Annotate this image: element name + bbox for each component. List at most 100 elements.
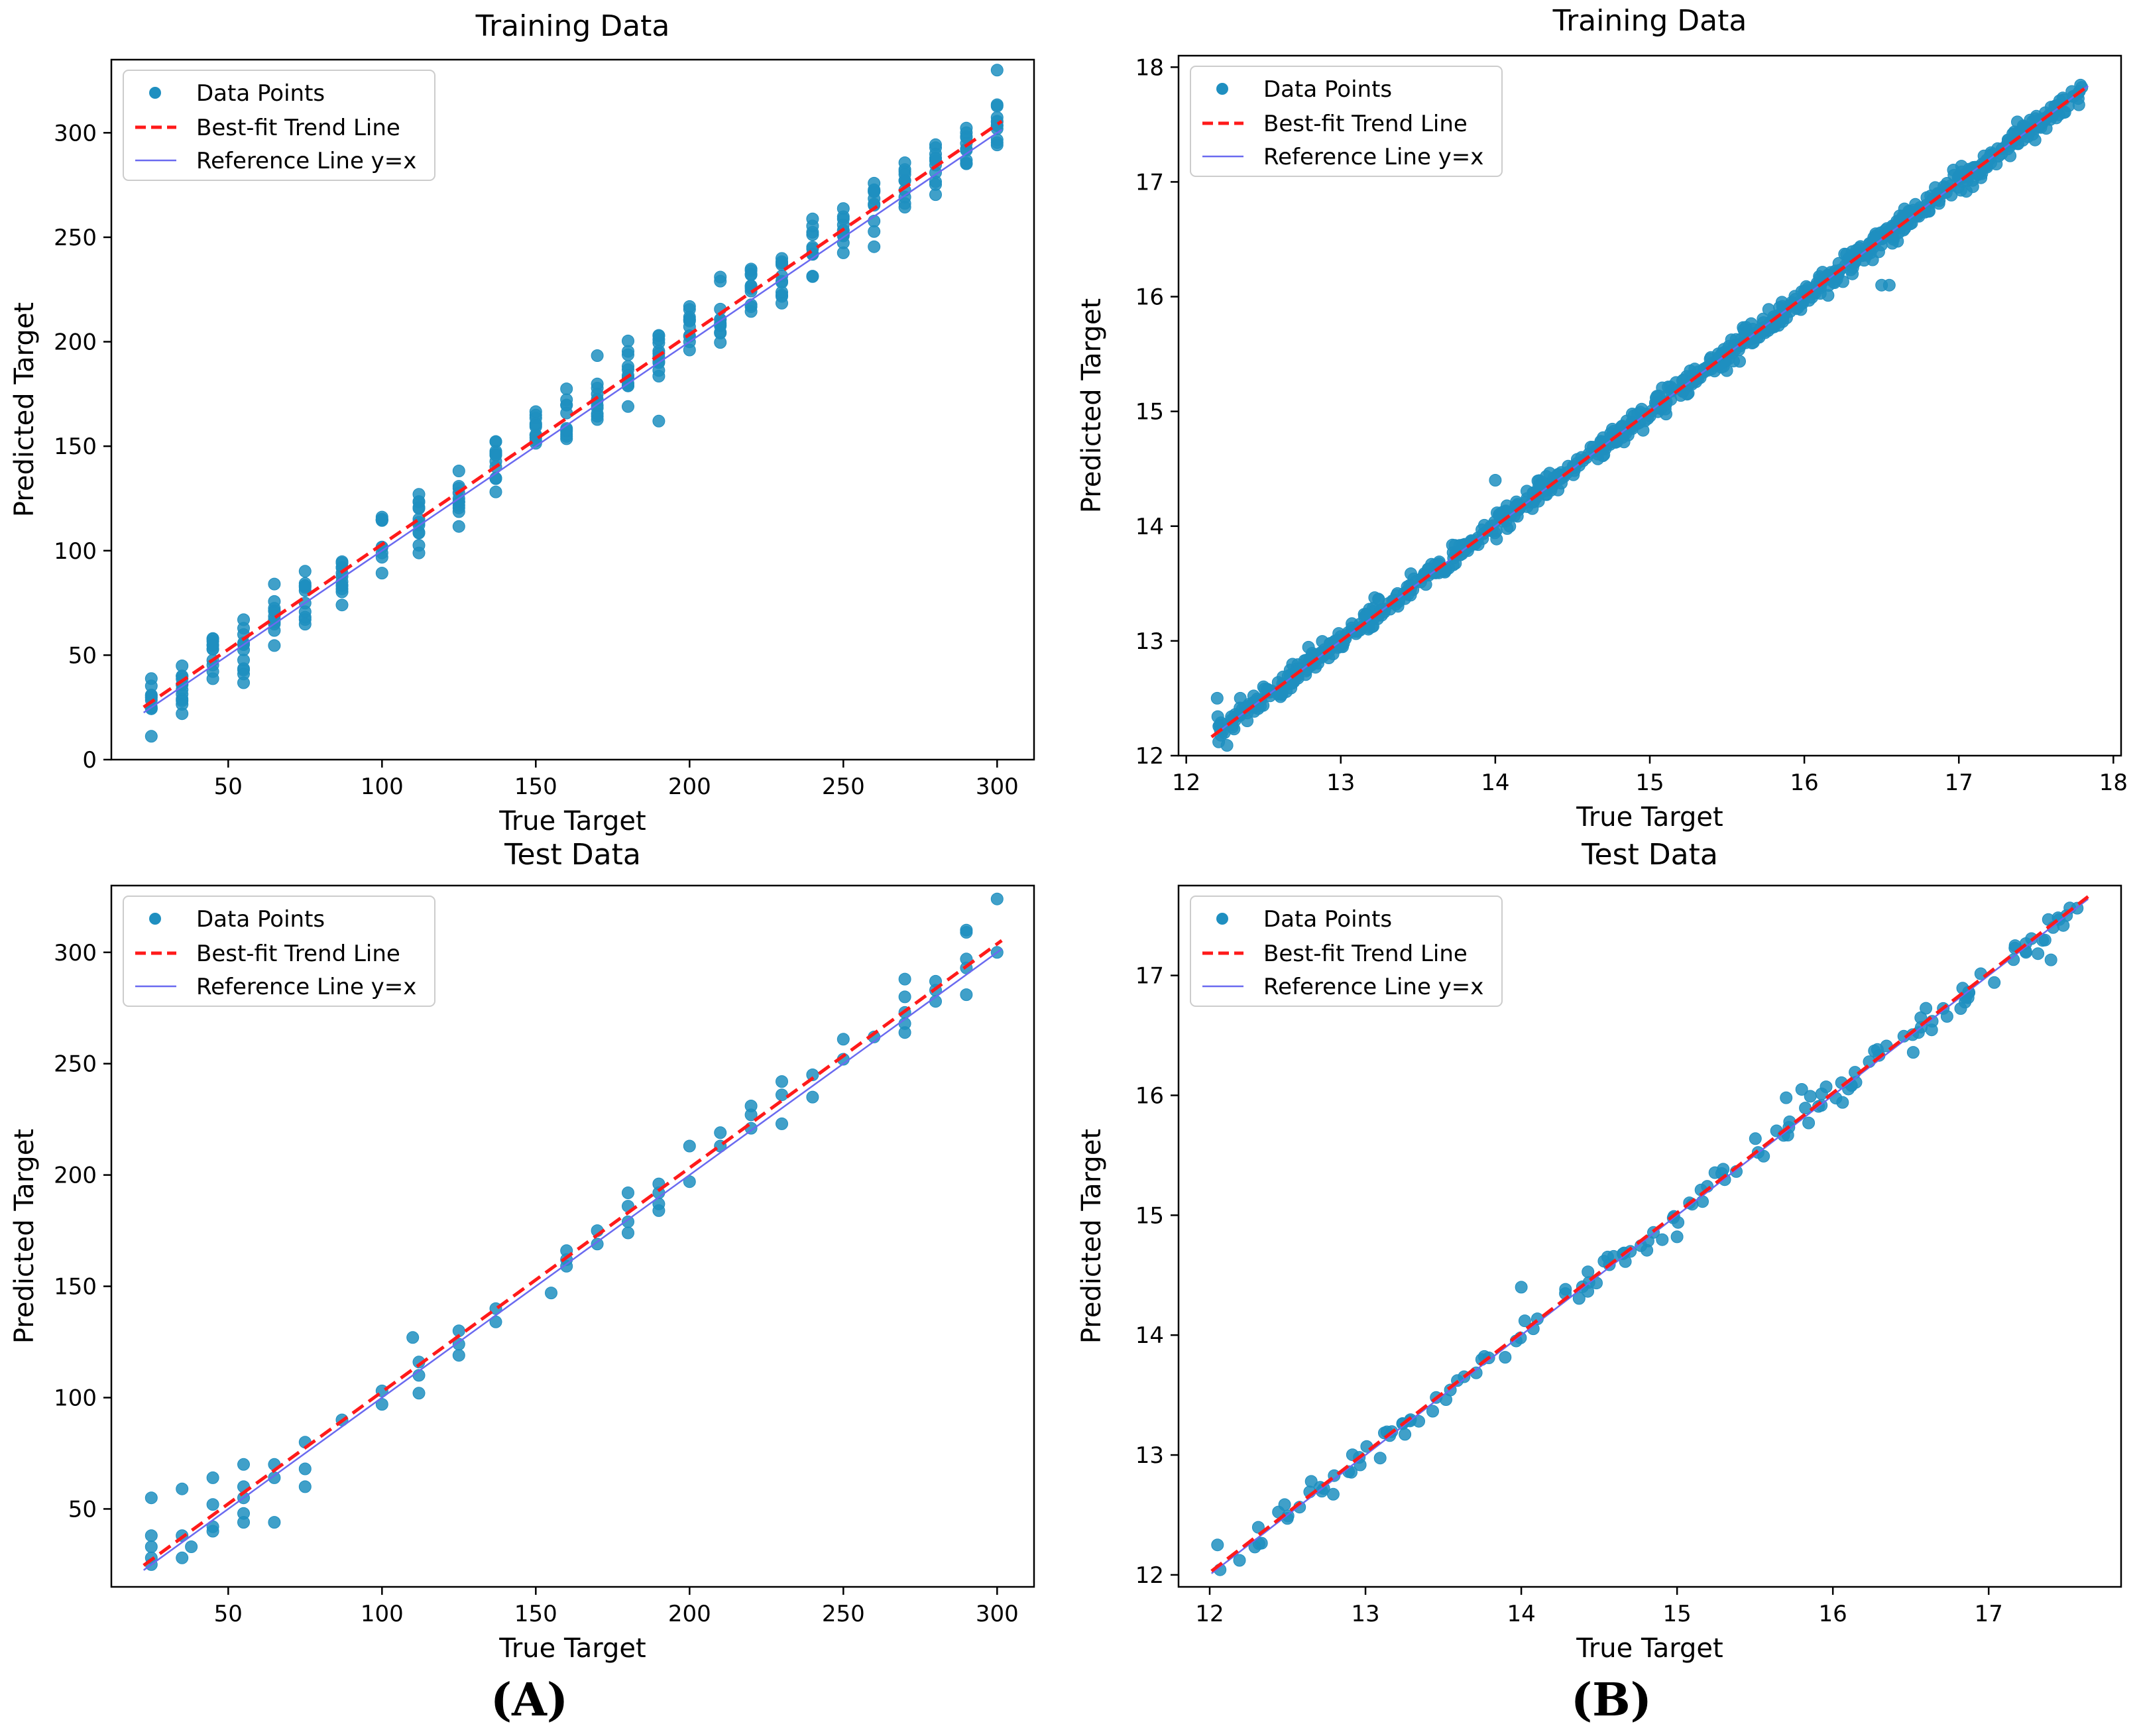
- data-point: [206, 672, 219, 685]
- data-point: [298, 618, 312, 631]
- legend: Data Points Best-fit Trend Line Reference …: [123, 70, 435, 181]
- data-point: [1819, 1080, 1833, 1094]
- data-point: [1373, 1452, 1387, 1465]
- legend-entry: Reference Line y=x: [1263, 144, 1483, 170]
- y-tick-label: 16: [1135, 1082, 1164, 1109]
- y-tick-label: 200: [54, 1163, 97, 1189]
- data-point: [652, 414, 665, 428]
- data-point: [412, 488, 426, 501]
- fit-lines: [1210, 84, 2089, 738]
- legend-entry: Best-fit Trend Line: [1263, 111, 1468, 137]
- data-point: [1572, 1292, 1586, 1305]
- data-point: [412, 546, 426, 559]
- axes-frame: [110, 884, 1035, 1588]
- data-point: [898, 990, 911, 1004]
- chart-title: Training Data: [1552, 4, 1747, 38]
- data-point: [1804, 1090, 1817, 1103]
- data-point: [237, 613, 250, 626]
- y-axis-label: Predicted Target: [9, 302, 40, 517]
- data-point: [868, 240, 881, 253]
- data-point: [2058, 105, 2071, 119]
- data-point: [298, 565, 312, 578]
- data-point: [1515, 1281, 1528, 1294]
- data-point: [1257, 680, 1270, 693]
- legend: Data Points Best-fit Trend Line Reference …: [1190, 66, 1503, 177]
- y-tick-label: 0: [82, 747, 97, 774]
- data-point: [1233, 1554, 1246, 1567]
- axes-frame: [110, 58, 1035, 761]
- data-point: [206, 1525, 219, 1538]
- data-point: [176, 1551, 189, 1564]
- x-tick-label: 13: [1351, 1601, 1379, 1627]
- y-tick-label: 50: [68, 642, 97, 669]
- y-tick-label: 17: [1135, 169, 1164, 196]
- y-tick-label: 12: [1135, 1562, 1164, 1589]
- y-tick-label: 14: [1135, 514, 1164, 540]
- data-point: [206, 1471, 219, 1484]
- data-point: [489, 449, 502, 462]
- x-axis-label: True Target: [1576, 802, 1723, 833]
- data-point: [591, 410, 604, 423]
- legend-entry: Best-fit Trend Line: [196, 115, 400, 141]
- data-point: [529, 417, 542, 430]
- legend-entry: Reference Line y=x: [196, 974, 416, 1000]
- data-point: [560, 1259, 573, 1273]
- data-point: [1780, 1091, 1793, 1104]
- x-tick-label: 17: [1945, 770, 1973, 796]
- x-tick-label: 17: [1975, 1601, 2003, 1627]
- data-point: [1448, 539, 1462, 552]
- chart-A-train: Training Data 50 100 150 200 250 300 0 50 100 150 2…: [9, 9, 1035, 837]
- data-point: [452, 520, 465, 533]
- data-point: [560, 382, 573, 396]
- y-tick-label: 13: [1135, 1442, 1164, 1469]
- data-point: [837, 1033, 850, 1046]
- x-tick-label: 16: [1790, 770, 1818, 796]
- data-point: [1780, 312, 1793, 324]
- data-point: [2004, 149, 2017, 162]
- data-point: [1968, 161, 1981, 174]
- y-tick-label: 200: [54, 329, 97, 356]
- data-point: [683, 300, 696, 313]
- data-point: [529, 405, 542, 418]
- x-tick-label: 12: [1172, 770, 1200, 796]
- legend: Data Points Best-fit Trend Line Reference …: [123, 896, 435, 1007]
- data-point: [622, 360, 634, 373]
- data-point: [622, 1226, 634, 1240]
- data-point: [2032, 947, 2045, 960]
- data-point: [176, 660, 189, 672]
- trend-line: [1210, 84, 2089, 738]
- y-axis-label: Predicted Target: [9, 1129, 40, 1344]
- legend-entry: Best-fit Trend Line: [1263, 941, 1468, 967]
- data-point: [776, 1075, 788, 1088]
- data-point: [868, 176, 881, 190]
- data-point: [1672, 1216, 1685, 1229]
- data-point: [375, 514, 388, 527]
- data-point: [268, 639, 281, 652]
- data-point: [1802, 1116, 1816, 1129]
- data-point: [744, 268, 758, 280]
- y-tick-label: 300: [54, 120, 97, 146]
- data-point: [144, 1540, 158, 1553]
- data-point: [335, 599, 349, 612]
- x-axis-label: True Target: [498, 1633, 646, 1664]
- x-tick-label: 18: [2099, 770, 2128, 796]
- data-point: [335, 585, 349, 599]
- data-point: [237, 667, 250, 681]
- fit-lines: [143, 939, 1003, 1571]
- data-point: [176, 707, 189, 721]
- data-point: [591, 377, 604, 390]
- trend-line: [143, 939, 1003, 1567]
- data-point: [375, 567, 388, 580]
- data-point: [1929, 181, 1942, 194]
- data-point: [144, 672, 158, 685]
- data-point: [412, 500, 426, 514]
- y-tick-label: 15: [1135, 399, 1164, 426]
- data-point: [1670, 1230, 1684, 1244]
- data-point: [206, 638, 219, 652]
- x-tick-label: 15: [1635, 770, 1664, 796]
- data-point: [714, 327, 727, 339]
- data-point: [489, 472, 502, 485]
- data-point: [1489, 474, 1502, 487]
- chart-title: Test Data: [504, 838, 641, 872]
